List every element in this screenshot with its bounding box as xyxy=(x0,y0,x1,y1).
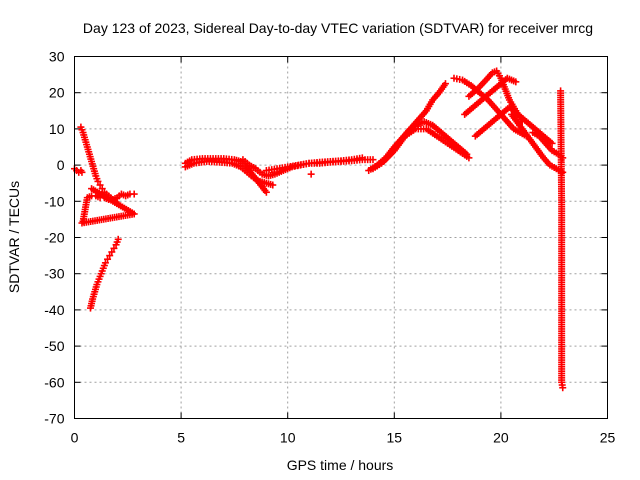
data-point xyxy=(110,244,118,252)
chart-title: Day 123 of 2023, Sidereal Day-to-day VTE… xyxy=(83,20,593,36)
data-point xyxy=(94,177,102,185)
data-point xyxy=(96,181,104,189)
data-point xyxy=(262,188,270,196)
y-tick-label: 30 xyxy=(49,49,65,65)
y-tick-label: -50 xyxy=(44,338,64,354)
data-point xyxy=(114,235,122,243)
plot-frame xyxy=(74,56,608,419)
y-tick-label: -30 xyxy=(44,266,64,282)
x-tick-label: 0 xyxy=(71,430,79,446)
x-tick-label: 5 xyxy=(177,430,185,446)
data-point xyxy=(559,384,567,392)
x-tick-label: 10 xyxy=(280,430,296,446)
data-point xyxy=(106,252,114,260)
ticks-layer: 0 5 10 15 20 25 -70 -60 -50 -40 -30 -20 -10 0 10 20 30 xyxy=(44,49,615,446)
y-tick-label: -20 xyxy=(44,230,64,246)
y-tick-label: -70 xyxy=(44,411,64,427)
x-tick-label: 25 xyxy=(600,430,616,446)
y-tick-label: 20 xyxy=(49,85,65,101)
data-point xyxy=(465,154,473,162)
x-axis-title: GPS time / hours xyxy=(287,457,394,473)
data-point xyxy=(78,168,86,176)
data-point xyxy=(108,248,116,256)
y-axis-title: SDTVAR / TECUs xyxy=(6,181,22,293)
y-tick-label: 0 xyxy=(57,157,65,173)
data-point xyxy=(441,80,449,88)
points-layer xyxy=(71,67,567,392)
data-point xyxy=(78,219,86,227)
x-tick-label: 20 xyxy=(493,430,509,446)
y-tick-label: -40 xyxy=(44,302,64,318)
x-tick-label: 15 xyxy=(387,430,403,446)
data-point xyxy=(369,156,377,164)
data-point xyxy=(98,185,106,193)
y-tick-label: 10 xyxy=(49,121,65,137)
data-point xyxy=(104,255,112,263)
y-tick-label: -60 xyxy=(44,374,64,390)
data-point xyxy=(269,181,277,189)
data-point xyxy=(559,168,567,176)
data-point xyxy=(548,139,556,147)
data-point xyxy=(130,190,138,198)
data-point xyxy=(512,78,520,86)
grid-layer xyxy=(74,56,608,419)
y-tick-label: -10 xyxy=(44,193,64,209)
data-point xyxy=(101,259,109,267)
data-point xyxy=(307,170,315,178)
